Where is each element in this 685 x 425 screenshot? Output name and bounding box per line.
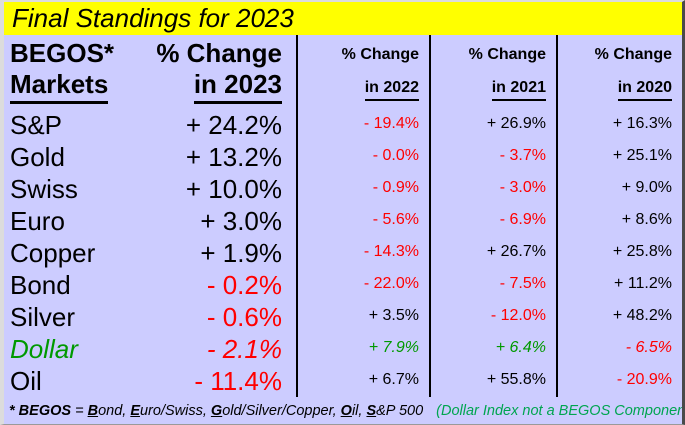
market-label: Dollar bbox=[10, 333, 78, 364]
value-2020: + 9.0% bbox=[556, 173, 682, 205]
footnote-prefix: * BEGOS bbox=[9, 402, 72, 419]
value-2023: + 10.0% bbox=[185, 173, 282, 204]
row-sp: S&P + 24.2% - 19.4% + 26.9% + 16.3% bbox=[4, 109, 682, 141]
value-2023: + 24.2% bbox=[185, 109, 282, 140]
value-2022: - 22.0% bbox=[296, 269, 429, 301]
value-2020: - 20.9% bbox=[556, 365, 682, 397]
header-change-2020: % Change in 2020 bbox=[556, 35, 682, 109]
value-2021: - 7.5% bbox=[429, 269, 556, 301]
market-label: Gold bbox=[10, 141, 65, 172]
value-2022: - 0.0% bbox=[296, 141, 429, 173]
value-2022: - 19.4% bbox=[296, 109, 429, 141]
header-markets-label: Markets bbox=[10, 69, 109, 104]
value-2020: + 8.6% bbox=[556, 205, 682, 237]
row-euro: Euro + 3.0% - 5.6% - 6.9% + 8.6% bbox=[4, 205, 682, 237]
row-copper: Copper + 1.9% - 14.3% + 26.7% + 25.8% bbox=[4, 237, 682, 269]
value-2023: + 1.9% bbox=[200, 237, 282, 268]
value-2022: - 5.6% bbox=[296, 205, 429, 237]
footnote-equals: = bbox=[71, 402, 88, 419]
table-header: BEGOS* Markets % Change in 2023 % Change… bbox=[4, 35, 682, 109]
value-2020: + 25.1% bbox=[556, 141, 682, 173]
value-2021: + 26.7% bbox=[429, 237, 556, 269]
market-label: S&P bbox=[10, 109, 63, 140]
row-bond: Bond - 0.2% - 22.0% - 7.5% + 11.2% bbox=[4, 269, 682, 301]
footnote-initial-b: B bbox=[87, 402, 99, 419]
page-title: Final Standings for 2023 bbox=[4, 2, 682, 35]
header-in-2022: in 2022 bbox=[364, 79, 419, 101]
value-2022: - 14.3% bbox=[296, 237, 429, 269]
header-change-2022: % Change in 2022 bbox=[296, 35, 429, 109]
value-2023: + 13.2% bbox=[185, 141, 282, 172]
value-2020: - 6.5% bbox=[556, 333, 682, 365]
footnote-dollar-note: (Dollar Index not a BEGOS Component) bbox=[436, 402, 685, 419]
value-2021: + 6.4% bbox=[429, 333, 556, 365]
footnote-initial-g: G bbox=[210, 402, 223, 419]
header-markets: BEGOS* Markets bbox=[10, 38, 114, 104]
row-oil: Oil - 11.4% + 6.7% + 55.8% - 20.9% bbox=[4, 365, 682, 397]
value-2022: + 6.7% bbox=[296, 365, 429, 397]
value-2020: + 48.2% bbox=[556, 301, 682, 333]
value-2023: - 0.6% bbox=[206, 301, 282, 332]
value-2023: - 0.2% bbox=[206, 269, 282, 300]
market-label: Swiss bbox=[10, 173, 78, 204]
row-dollar: Dollar - 2.1% + 7.9% + 6.4% - 6.5% bbox=[4, 333, 682, 365]
value-2020: + 25.8% bbox=[556, 237, 682, 269]
value-2022: + 3.5% bbox=[296, 301, 429, 333]
footnote-rest-bond: ond, bbox=[98, 402, 131, 419]
value-2021: + 26.9% bbox=[429, 109, 556, 141]
header-begos-label: BEGOS* bbox=[10, 38, 115, 68]
row-gold: Gold + 13.2% - 0.0% - 3.7% + 25.1% bbox=[4, 141, 682, 173]
header-pct-change-2020: % Change bbox=[594, 46, 672, 63]
footnote-initial-o: O bbox=[340, 402, 352, 419]
footnote-rest-sp500: &P 500 bbox=[376, 402, 424, 419]
footnote-rest-gold-silver-copper: old/Silver/Copper, bbox=[222, 402, 341, 419]
value-2021: - 6.9% bbox=[429, 205, 556, 237]
value-2021: - 3.7% bbox=[429, 141, 556, 173]
value-2022: + 7.9% bbox=[296, 333, 429, 365]
header-in-2021: in 2021 bbox=[491, 79, 546, 101]
market-label: Oil bbox=[10, 365, 42, 396]
table-body: S&P + 24.2% - 19.4% + 26.9% + 16.3% Gold… bbox=[4, 109, 682, 397]
value-2020: + 11.2% bbox=[556, 269, 682, 301]
header-change-2023: % Change in 2023 bbox=[156, 38, 282, 104]
value-2020: + 16.3% bbox=[556, 109, 682, 141]
value-2023: - 2.1% bbox=[206, 333, 282, 364]
header-in-2020: in 2020 bbox=[617, 79, 672, 101]
footnote-initial-s: S bbox=[366, 402, 377, 419]
header-change-2021: % Change in 2021 bbox=[429, 35, 556, 109]
value-2023: + 3.0% bbox=[200, 205, 282, 236]
header-col-markets-and-2023: BEGOS* Markets % Change in 2023 bbox=[4, 35, 296, 109]
value-2021: - 3.0% bbox=[429, 173, 556, 205]
row-silver: Silver - 0.6% + 3.5% - 12.0% + 48.2% bbox=[4, 301, 682, 333]
value-2021: + 55.8% bbox=[429, 365, 556, 397]
header-in-2023: in 2023 bbox=[193, 69, 282, 104]
header-pct-change-2022: % Change bbox=[341, 46, 419, 63]
footnote-rest-euro-swiss: uro/Swiss, bbox=[139, 402, 211, 419]
market-label: Bond bbox=[10, 269, 71, 300]
footnote-rest-oil: il, bbox=[351, 402, 367, 419]
market-label: Copper bbox=[10, 237, 96, 268]
value-2022: - 0.9% bbox=[296, 173, 429, 205]
market-label: Euro bbox=[10, 205, 65, 236]
value-2021: - 12.0% bbox=[429, 301, 556, 333]
footnote-initial-e: E bbox=[130, 402, 140, 419]
market-label: Silver bbox=[10, 301, 76, 332]
header-pct-change-2021: % Change bbox=[468, 46, 546, 63]
row-swiss: Swiss + 10.0% - 0.9% - 3.0% + 9.0% bbox=[4, 173, 682, 205]
value-2023: - 11.4% bbox=[194, 365, 282, 396]
header-pct-change-2023: % Change bbox=[156, 38, 282, 68]
